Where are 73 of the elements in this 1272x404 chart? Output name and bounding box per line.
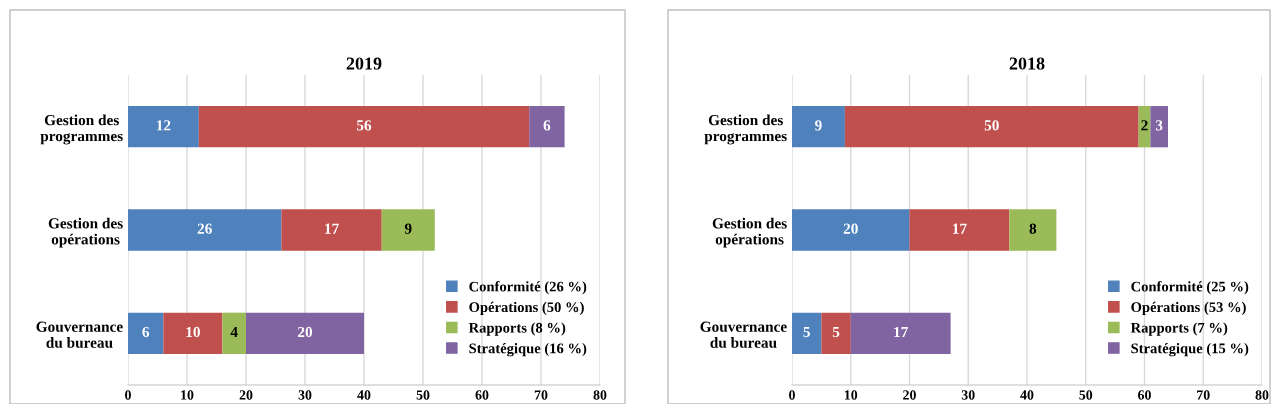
x-tick-label: 0 (789, 390, 795, 400)
x-tick-label: 0 (125, 390, 131, 400)
data-label: 5 (832, 327, 840, 338)
legend-label: Stratégique (16 %) (469, 343, 587, 357)
x-tick-label: 20 (239, 390, 253, 400)
legend-label: Opérations (50 %) (469, 301, 584, 316)
bar (792, 312, 822, 354)
data-label: 3 (1155, 120, 1163, 131)
x-tick-label: 50 (1079, 390, 1093, 400)
bar (281, 209, 382, 251)
chart-title: 2018 (1009, 57, 1045, 70)
x-tick-label: 50 (416, 390, 430, 400)
bar (1150, 106, 1168, 148)
bar (222, 312, 246, 354)
data-label: 9 (404, 223, 412, 234)
x-tick-label: 40 (357, 390, 371, 400)
bar (821, 312, 851, 354)
bar (792, 106, 845, 148)
y-tick-label: Gestion des opérations (48, 217, 123, 248)
legend-label: Stratégique (15 %) (1131, 343, 1249, 357)
data-label: 4 (230, 326, 238, 338)
bar (792, 209, 910, 251)
legend-label: Opérations (53 %) (1131, 301, 1246, 316)
x-tick-label: 70 (1197, 390, 1210, 400)
data-label: 17 (894, 326, 908, 338)
data-label: 56 (356, 120, 372, 131)
legend-label: Conformité (25 %) (1131, 281, 1249, 295)
y-tick-label: Gestion des opérations (712, 217, 787, 248)
data-label: 17 (953, 223, 967, 234)
x-tick-label: 30 (298, 390, 312, 400)
x-tick-label: 70 (534, 390, 548, 400)
data-label: 5 (803, 327, 810, 338)
data-label: 6 (543, 120, 551, 131)
y-tick-label: Gouvernance du bureau (700, 321, 787, 348)
data-label: 9 (815, 120, 822, 131)
x-tick-label: 80 (1255, 390, 1269, 400)
bar (381, 209, 435, 251)
data-label: 50 (984, 120, 999, 131)
data-label: 6 (142, 326, 150, 338)
bar (246, 312, 364, 354)
bar (128, 312, 164, 354)
x-tick-label: 40 (1020, 390, 1034, 400)
bar (1009, 209, 1057, 251)
bar (198, 106, 530, 148)
data-label: 17 (325, 223, 339, 234)
data-label: 10 (186, 326, 200, 338)
y-tick-label: Gestion des programmes (40, 114, 123, 145)
bar (850, 312, 951, 354)
x-tick-label: 80 (593, 390, 607, 400)
data-label: 8 (1029, 223, 1037, 234)
data-label: 12 (156, 120, 171, 131)
data-label: 20 (843, 223, 858, 234)
data-label: 20 (298, 326, 313, 338)
data-label: 2 (1141, 120, 1148, 131)
x-tick-label: 10 (844, 390, 858, 400)
bar (844, 106, 1139, 148)
x-tick-label: 60 (475, 390, 489, 400)
bar (128, 106, 199, 148)
x-tick-label: 20 (903, 390, 916, 400)
legend-label: Rapports (8 %) (468, 322, 566, 336)
bar (909, 209, 1010, 251)
x-tick-label: 60 (1138, 390, 1151, 400)
bar (529, 106, 565, 148)
x-tick-label: 10 (181, 390, 194, 400)
legend-label: Rapports (7 %) (1130, 322, 1228, 336)
bar (163, 312, 223, 354)
y-tick-label: Gestion des programmes (704, 114, 787, 145)
chart-title: 2019 (346, 57, 382, 70)
bar (128, 209, 282, 251)
x-tick-label: 30 (961, 390, 975, 400)
legend-label: Conformité (26 %) (469, 281, 587, 295)
y-tick-label: Gouvernance du bureau (36, 321, 123, 348)
data-label: 26 (197, 223, 212, 234)
